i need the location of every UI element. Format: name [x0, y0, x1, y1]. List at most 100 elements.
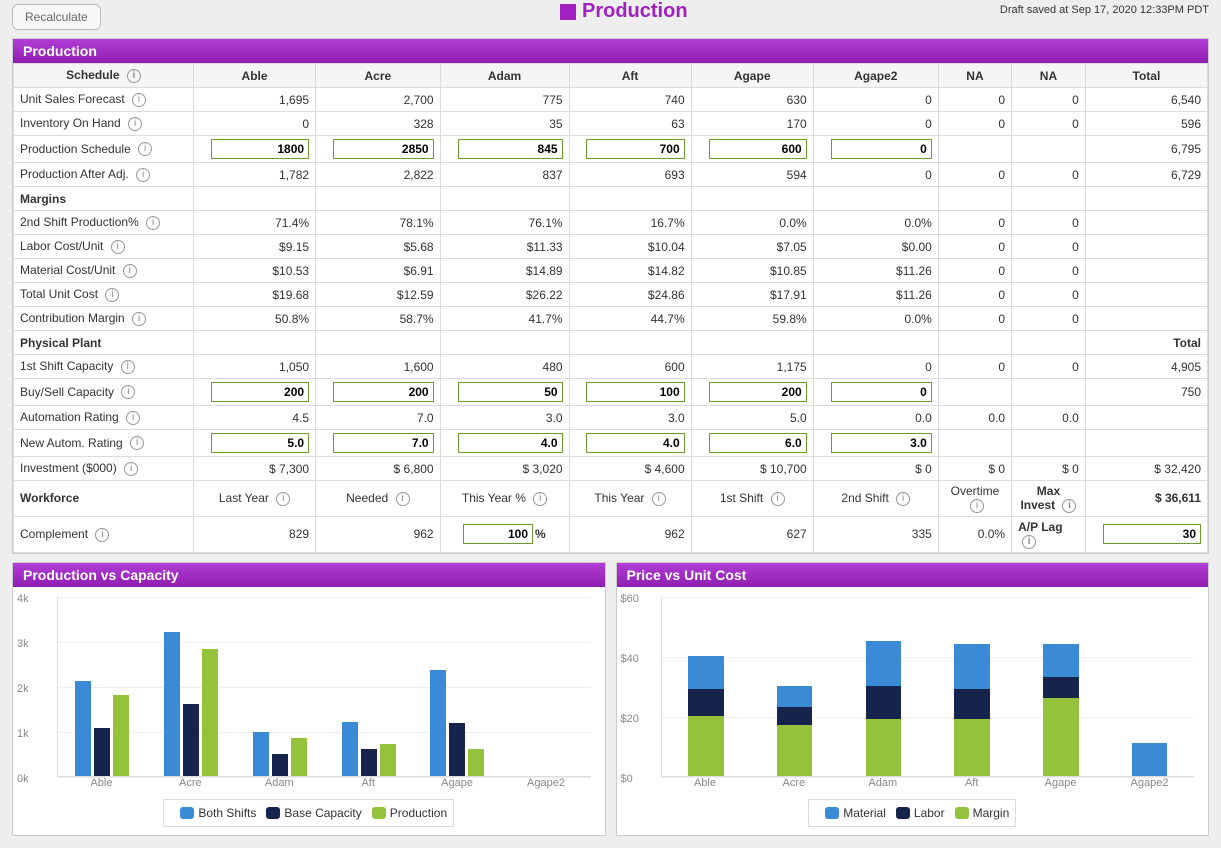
- col-0: Able: [194, 64, 316, 88]
- input-bsc-0[interactable]: [211, 382, 309, 402]
- info-icon[interactable]: i: [276, 492, 290, 506]
- production-icon: [560, 4, 576, 20]
- input-ps-3[interactable]: [586, 139, 684, 159]
- info-icon[interactable]: i: [146, 216, 160, 230]
- stack-Margin-Acre: [777, 725, 813, 776]
- input-newauto-4[interactable]: [709, 433, 807, 453]
- input-bsc-3[interactable]: [586, 382, 684, 402]
- info-icon[interactable]: i: [105, 288, 119, 302]
- input-bsc-1[interactable]: [333, 382, 433, 402]
- col-5: Agape2: [813, 64, 938, 88]
- row-cm: Contribution Margin i: [14, 307, 194, 331]
- input-bsc-5[interactable]: [831, 382, 932, 402]
- info-icon[interactable]: i: [123, 264, 137, 278]
- stack-Labor-Adam: [866, 686, 902, 719]
- bar-Both-Shifts-Agape: [430, 670, 446, 776]
- info-icon[interactable]: i: [130, 436, 144, 450]
- info-icon[interactable]: i: [132, 93, 146, 107]
- bar-Base-Capacity-Adam: [272, 754, 288, 776]
- row-ar: Automation Rating i: [14, 406, 194, 430]
- row-newauto: New Autom. Rating i: [14, 430, 194, 457]
- stack-Material-Adam: [866, 641, 902, 686]
- row-mc: Material Cost/Unit i: [14, 259, 194, 283]
- bar-Base-Capacity-Aft: [361, 749, 377, 776]
- info-icon[interactable]: i: [136, 168, 150, 182]
- input-bsc-2[interactable]: [458, 382, 562, 402]
- stack-Material-Aft: [954, 644, 990, 689]
- stack-Margin-Aft: [954, 719, 990, 776]
- info-icon[interactable]: i: [1022, 535, 1036, 549]
- chart2-legend: MaterialLaborMargin: [808, 799, 1016, 827]
- input-newauto-1[interactable]: [333, 433, 433, 453]
- col-8: Total: [1085, 64, 1207, 88]
- input-ps-5[interactable]: [831, 139, 932, 159]
- col-schedule: Schedule i: [14, 64, 194, 88]
- stack-Margin-Able: [688, 716, 724, 776]
- bar-Both-Shifts-Aft: [342, 722, 358, 776]
- info-icon[interactable]: i: [771, 492, 785, 506]
- row-tuc: Total Unit Cost i: [14, 283, 194, 307]
- draft-saved-text: Draft saved at Sep 17, 2020 12:33PM PDT: [1000, 4, 1209, 16]
- col-4: Agape: [691, 64, 813, 88]
- info-icon[interactable]: i: [111, 240, 125, 254]
- col-6: NA: [938, 64, 1011, 88]
- stack-Material-Able: [688, 656, 724, 689]
- input-ps-2[interactable]: [458, 139, 562, 159]
- info-icon[interactable]: i: [121, 385, 135, 399]
- bar-Base-Capacity-Agape: [449, 723, 465, 776]
- row-fsc: 1st Shift Capacity i: [14, 355, 194, 379]
- row-inv: Investment ($000) i: [14, 457, 194, 481]
- bar-Base-Capacity-Acre: [183, 704, 199, 776]
- row-usf: Unit Sales Forecast i: [14, 88, 194, 112]
- row-paa: Production After Adj. i: [14, 163, 194, 187]
- row-ps: Production Schedule i: [14, 136, 194, 163]
- col-1: Acre: [316, 64, 441, 88]
- col-2: Adam: [440, 64, 569, 88]
- stack-Labor-Agape: [1043, 677, 1079, 698]
- section-plant: Physical Plant: [14, 331, 194, 355]
- input-aplag[interactable]: [1103, 524, 1201, 544]
- info-icon[interactable]: i: [896, 492, 910, 506]
- info-icon[interactable]: i: [121, 360, 135, 374]
- info-icon[interactable]: i: [124, 462, 138, 476]
- info-icon[interactable]: i: [396, 492, 410, 506]
- chart1-header: Production vs Capacity: [13, 563, 605, 587]
- info-icon[interactable]: i: [533, 492, 547, 506]
- bar-Production-Aft: [380, 744, 396, 775]
- row-2sp: 2nd Shift Production% i: [14, 211, 194, 235]
- input-newauto-0[interactable]: [211, 433, 309, 453]
- info-icon[interactable]: i: [652, 492, 666, 506]
- page-title: Production: [560, 0, 688, 23]
- stack-Labor-Acre: [777, 707, 813, 725]
- info-icon[interactable]: i: [132, 312, 146, 326]
- bar-Production-Able: [113, 695, 129, 775]
- stack-Material-Acre: [777, 686, 813, 707]
- input-thisyear-pct[interactable]: [463, 524, 533, 544]
- info-icon[interactable]: i: [128, 117, 142, 131]
- input-ps-4[interactable]: [709, 139, 807, 159]
- chart1-legend: Both ShiftsBase CapacityProduction: [163, 799, 454, 827]
- row-bsc: Buy/Sell Capacity i: [14, 379, 194, 406]
- stack-Labor-Able: [688, 689, 724, 716]
- recalculate-button[interactable]: Recalculate: [12, 4, 101, 30]
- info-icon[interactable]: i: [970, 499, 984, 513]
- input-newauto-5[interactable]: [831, 433, 932, 453]
- row-lc: Labor Cost/Unit i: [14, 235, 194, 259]
- chart2-header: Price vs Unit Cost: [617, 563, 1209, 587]
- input-newauto-2[interactable]: [458, 433, 562, 453]
- info-icon[interactable]: i: [127, 69, 141, 83]
- input-newauto-3[interactable]: [586, 433, 684, 453]
- input-ps-0[interactable]: [211, 139, 309, 159]
- bar-Production-Agape: [468, 749, 484, 776]
- info-icon[interactable]: i: [1062, 499, 1076, 513]
- col-3: Aft: [569, 64, 691, 88]
- info-icon[interactable]: i: [126, 411, 140, 425]
- stack-Material-Agape2: [1132, 743, 1168, 776]
- stack-Material-Agape: [1043, 644, 1079, 677]
- input-bsc-4[interactable]: [709, 382, 807, 402]
- info-icon[interactable]: i: [138, 142, 152, 156]
- info-icon[interactable]: i: [95, 528, 109, 542]
- bar-Both-Shifts-Acre: [164, 632, 180, 776]
- input-ps-1[interactable]: [333, 139, 433, 159]
- bar-Both-Shifts-Able: [75, 681, 91, 776]
